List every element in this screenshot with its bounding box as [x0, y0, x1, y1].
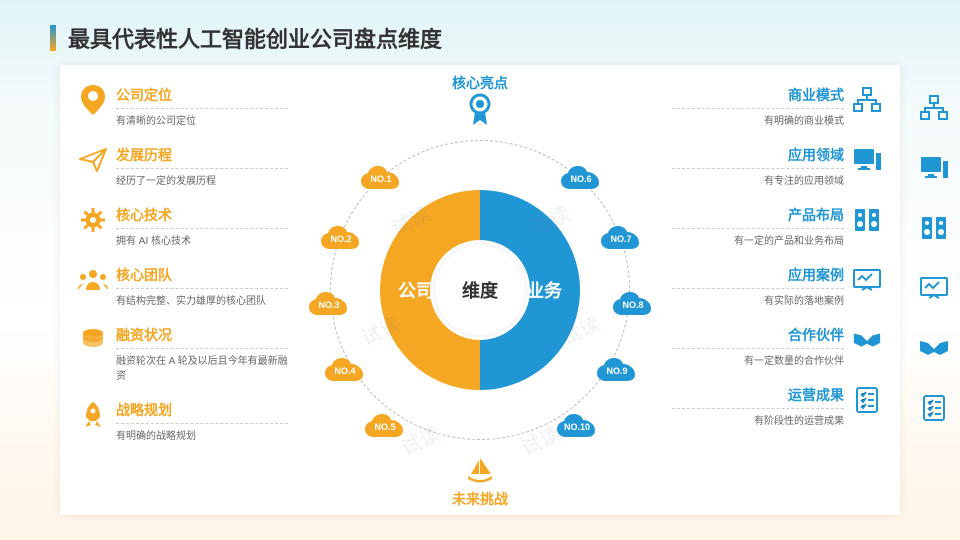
board-icon	[852, 265, 882, 295]
gear-icon	[78, 205, 108, 235]
item-text: 合作伙伴 有一定数量的合作伙伴	[672, 325, 844, 367]
item-title: 战略规划	[116, 400, 288, 424]
org-icon	[852, 85, 882, 115]
speaker-icon	[916, 210, 952, 246]
rocket-icon	[78, 400, 108, 430]
item-desc: 有明确的战略规划	[116, 427, 288, 442]
handshake-icon	[916, 330, 952, 366]
item-title: 融资状况	[116, 325, 288, 349]
cloud-badge-left: NO.3	[306, 291, 352, 319]
left-item: 融资状况 融资轮次在 A 轮及以后且今年有最新融资	[78, 325, 288, 382]
item-title: 产品布局	[672, 205, 844, 229]
speaker-icon	[852, 205, 882, 235]
cloud-label: NO.5	[374, 422, 395, 432]
left-item: 核心技术 拥有 AI 核心技术	[78, 205, 288, 247]
coins-icon	[78, 325, 108, 355]
item-title: 应用领域	[672, 145, 844, 169]
cloud-badge-right: NO.8	[610, 291, 656, 319]
side-icon-bar	[916, 90, 956, 426]
cloud-label: NO.7	[610, 234, 631, 244]
monitor-icon	[916, 150, 952, 186]
item-desc: 有实际的落地案例	[672, 292, 844, 307]
checklist-icon	[916, 390, 952, 426]
monitor-icon	[852, 145, 882, 175]
cloud-badge-right: NO.9	[594, 357, 640, 385]
center-hub: 维度	[435, 245, 525, 335]
left-item: 公司定位 有清晰的公司定位	[78, 85, 288, 127]
board-icon	[916, 270, 952, 306]
right-item: 运营成果 有阶段性的运营成果	[672, 385, 882, 427]
right-arc-label: 业务	[526, 277, 562, 303]
item-title: 商业模式	[672, 85, 844, 109]
left-item: 发展历程 经历了一定的发展历程	[78, 145, 288, 187]
item-text: 核心技术 拥有 AI 核心技术	[116, 205, 288, 247]
plane-icon	[78, 145, 108, 175]
left-list: 公司定位 有清晰的公司定位 发展历程 经历了一定的发展历程 核心技术 拥有 AI…	[78, 85, 288, 460]
cloud-label: NO.8	[622, 300, 643, 310]
item-desc: 拥有 AI 核心技术	[116, 232, 288, 247]
right-item: 合作伙伴 有一定数量的合作伙伴	[672, 325, 882, 367]
item-title: 运营成果	[672, 385, 844, 409]
pin-icon	[78, 85, 108, 115]
cloud-label: NO.6	[570, 174, 591, 184]
item-desc: 融资轮次在 A 轮及以后且今年有最新融资	[116, 352, 288, 382]
cloud-badge-left: NO.4	[322, 357, 368, 385]
cloud-label: NO.2	[330, 234, 351, 244]
checklist-icon	[852, 385, 882, 415]
item-text: 核心团队 有结构完整、实力雄厚的核心团队	[116, 265, 288, 307]
item-text: 发展历程 经历了一定的发展历程	[116, 145, 288, 187]
item-desc: 有结构完整、实力雄厚的核心团队	[116, 292, 288, 307]
item-text: 产品布局 有一定的产品和业务布局	[672, 205, 844, 247]
item-text: 应用领域 有专注的应用领域	[672, 145, 844, 187]
cloud-badge-right: NO.6	[558, 165, 604, 193]
cloud-badge-left: NO.1	[358, 165, 404, 193]
item-text: 运营成果 有阶段性的运营成果	[672, 385, 844, 427]
item-desc: 有阶段性的运营成果	[672, 412, 844, 427]
item-desc: 有专注的应用领域	[672, 172, 844, 187]
center-diagram: 维度 公司 业务	[290, 100, 670, 480]
right-item: 产品布局 有一定的产品和业务布局	[672, 205, 882, 247]
item-desc: 有一定的产品和业务布局	[672, 232, 844, 247]
right-list: 商业模式 有明确的商业模式 应用领域 有专注的应用领域 产品布局 有一定的产品和…	[672, 85, 882, 445]
people-icon	[78, 265, 108, 295]
cloud-badge-right: NO.7	[598, 225, 644, 253]
page-title-bar: 最具代表性人工智能创业公司盘点维度	[50, 22, 442, 54]
item-title: 发展历程	[116, 145, 288, 169]
page-title: 最具代表性人工智能创业公司盘点维度	[68, 22, 442, 54]
diagram-canvas: 公司定位 有清晰的公司定位 发展历程 经历了一定的发展历程 核心技术 拥有 AI…	[60, 65, 900, 515]
item-text: 应用案例 有实际的落地案例	[672, 265, 844, 307]
top-label: 核心亮点	[452, 73, 508, 93]
item-title: 核心技术	[116, 205, 288, 229]
left-item: 战略规划 有明确的战略规划	[78, 400, 288, 442]
item-title: 公司定位	[116, 85, 288, 109]
title-accent	[50, 25, 56, 51]
item-desc: 有一定数量的合作伙伴	[672, 352, 844, 367]
cloud-badge-right: NO.10	[554, 413, 600, 441]
item-desc: 有清晰的公司定位	[116, 112, 288, 127]
cloud-badge-left: NO.2	[318, 225, 364, 253]
right-item: 应用案例 有实际的落地案例	[672, 265, 882, 307]
item-desc: 有明确的商业模式	[672, 112, 844, 127]
cloud-label: NO.10	[564, 422, 590, 432]
bottom-label: 未来挑战	[452, 489, 508, 509]
item-text: 战略规划 有明确的战略规划	[116, 400, 288, 442]
cloud-label: NO.1	[370, 174, 391, 184]
item-title: 应用案例	[672, 265, 844, 289]
right-item: 应用领域 有专注的应用领域	[672, 145, 882, 187]
item-title: 合作伙伴	[672, 325, 844, 349]
cloud-badge-left: NO.5	[362, 413, 408, 441]
left-arc-label: 公司	[398, 277, 434, 303]
right-item: 商业模式 有明确的商业模式	[672, 85, 882, 127]
cloud-label: NO.9	[606, 366, 627, 376]
org-icon	[916, 90, 952, 126]
left-item: 核心团队 有结构完整、实力雄厚的核心团队	[78, 265, 288, 307]
item-text: 公司定位 有清晰的公司定位	[116, 85, 288, 127]
cloud-label: NO.4	[334, 366, 355, 376]
item-title: 核心团队	[116, 265, 288, 289]
item-desc: 经历了一定的发展历程	[116, 172, 288, 187]
handshake-icon	[852, 325, 882, 355]
item-text: 融资状况 融资轮次在 A 轮及以后且今年有最新融资	[116, 325, 288, 382]
item-text: 商业模式 有明确的商业模式	[672, 85, 844, 127]
cloud-label: NO.3	[318, 300, 339, 310]
